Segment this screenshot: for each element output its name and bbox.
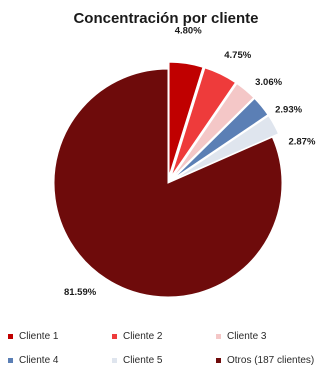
legend-item-5: Cliente 5: [112, 355, 216, 366]
data-label-2: 4.75%: [224, 50, 251, 61]
legend-swatch: [216, 358, 221, 363]
legend-label: Cliente 4: [19, 355, 59, 366]
legend-swatch: [8, 358, 13, 363]
legend-item-3: Cliente 3: [216, 331, 328, 342]
data-label-4: 2.93%: [275, 104, 302, 115]
pie-slice-4: [173, 97, 269, 179]
legend-swatch: [112, 334, 117, 339]
legend-label: Cliente 1: [19, 331, 59, 342]
chart-legend: Cliente 1 Cliente 2 Cliente 3 Cliente 4 Clie…: [8, 331, 328, 366]
legend-item-1: Cliente 1: [8, 331, 112, 342]
chart-title: Concentración por cliente: [73, 10, 259, 27]
legend-label: Cliente 5: [123, 355, 163, 366]
legend-label: Cliente 2: [123, 331, 163, 342]
data-label-1: 4.80%: [175, 25, 202, 36]
data-label-5: 2.87%: [288, 137, 315, 148]
legend-swatch: [112, 358, 117, 363]
legend-swatch: [216, 334, 221, 339]
pie-slice-5: [173, 115, 280, 181]
legend-item-6: Otros (187 clientes): [216, 355, 328, 366]
legend-swatch: [8, 334, 13, 339]
data-label-3: 3.06%: [255, 77, 282, 88]
pie-slice-3: [172, 82, 255, 178]
legend-item-2: Cliente 2: [112, 331, 216, 342]
pie-slice-2: [170, 67, 237, 177]
data-label-6: 81.59%: [64, 287, 97, 298]
legend-label: Cliente 3: [227, 331, 267, 342]
legend-label: Otros (187 clientes): [227, 355, 315, 366]
pie-slice-6: [53, 68, 283, 298]
pie-slice-1: [168, 61, 204, 177]
legend-item-4: Cliente 4: [8, 355, 112, 366]
